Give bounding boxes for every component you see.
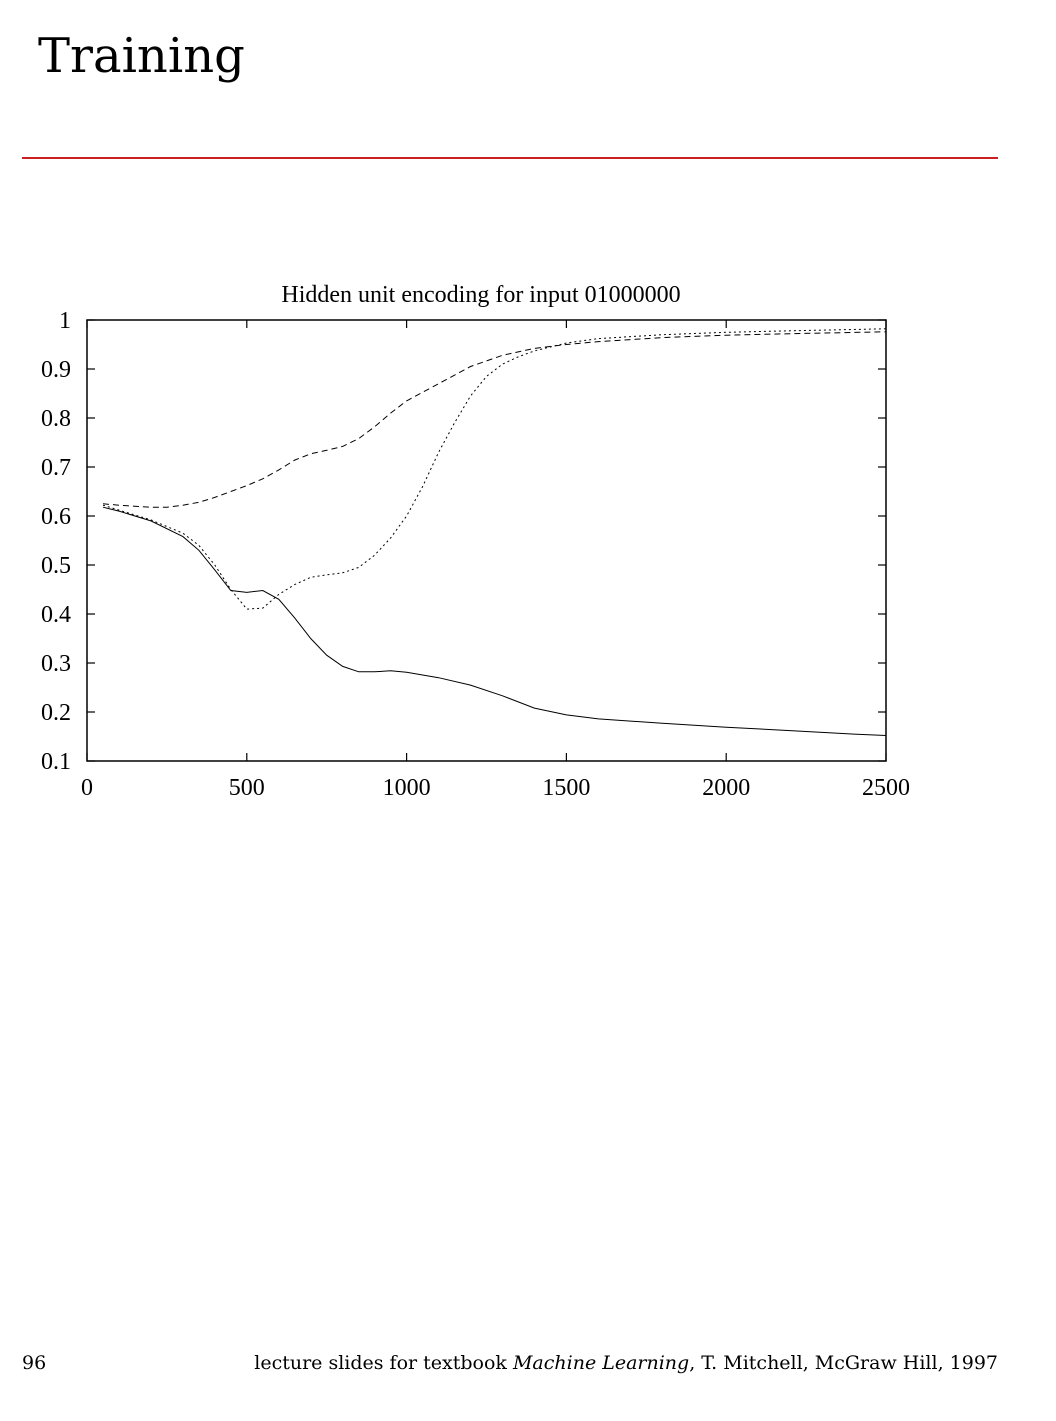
series-line-2 — [102, 328, 887, 610]
y-tick-label: 0.8 — [41, 406, 71, 432]
credit-book: Machine Learning — [512, 1352, 690, 1374]
chart-title: Hidden unit encoding for input 01000000 — [281, 282, 680, 308]
series-layer — [102, 328, 887, 736]
footer-credit: lecture slides for textbook Machine Lear… — [254, 1352, 998, 1374]
y-tick-label: 0.4 — [41, 602, 71, 628]
x-tick-label: 1500 — [542, 775, 590, 801]
y-tick-label: 0.1 — [41, 749, 71, 775]
plot-frame — [86, 319, 887, 762]
y-tick-label: 0.6 — [41, 504, 71, 530]
line-chart: Hidden unit encoding for input 01000000 … — [41, 282, 910, 801]
series-line-1 — [102, 506, 887, 736]
y-tick-label: 0.2 — [41, 700, 71, 726]
credit-prefix: lecture slides for textbook — [254, 1352, 513, 1374]
x-tick-label: 500 — [229, 775, 265, 801]
ticks-layer: 0 500 1000 1500 2000 2500 0.1 0.2 0.3 0.4 0.5 0.6 0.… — [41, 308, 910, 801]
slide-title: Training — [38, 28, 245, 84]
y-tick-label: 1 — [59, 308, 71, 334]
credit-suffix: , T. Mitchell, McGraw Hill, 1997 — [689, 1352, 998, 1374]
series-line-3 — [102, 331, 887, 508]
y-tick-label: 0.5 — [41, 553, 71, 579]
x-tick-label: 2000 — [702, 775, 750, 801]
y-tick-label: 0.9 — [41, 357, 71, 383]
x-tick-label: 0 — [81, 775, 93, 801]
y-tick-label: 0.3 — [41, 651, 71, 677]
x-tick-label: 2500 — [862, 775, 910, 801]
x-tick-label: 1000 — [383, 775, 431, 801]
y-tick-label: 0.7 — [41, 455, 71, 481]
title-divider — [22, 157, 998, 159]
page-number: 96 — [22, 1352, 47, 1374]
